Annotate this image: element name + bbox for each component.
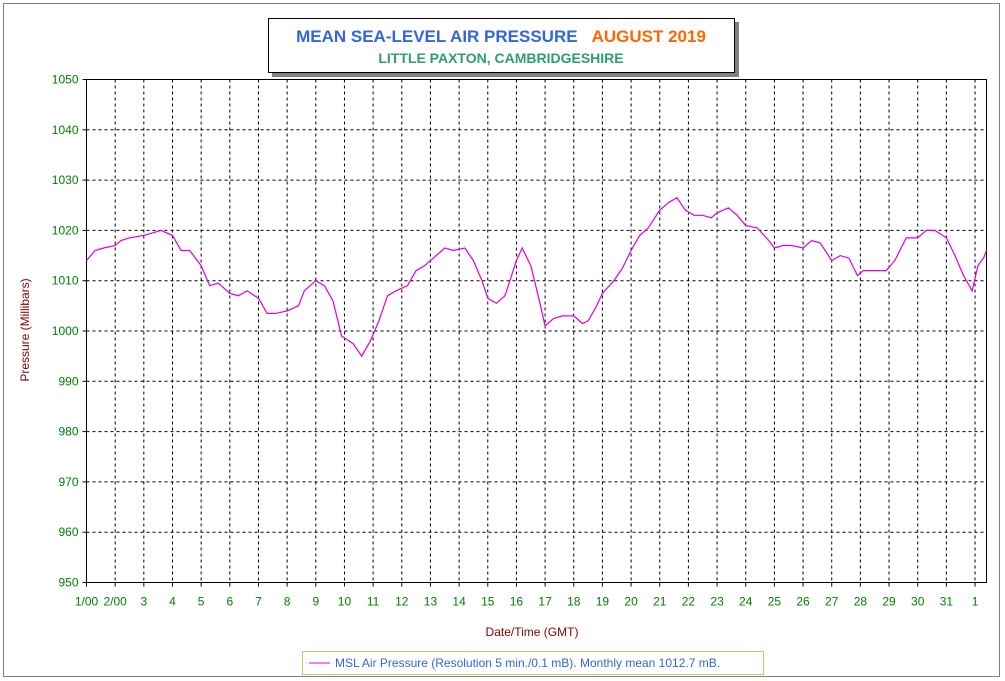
frame [3,3,1000,677]
x-tick-label: 30 [911,595,925,609]
x-tick-label: 3 [140,595,147,609]
y-tick-label: 960 [58,525,78,539]
x-tick-label: 7 [255,595,262,609]
x-tick-label: 8 [284,595,291,609]
x-tick-label: 6 [226,595,233,609]
chart-title: MEAN SEA-LEVEL AIR PRESSURE AUGUST 2019 [296,27,706,46]
x-tick-label: 1/00 [75,595,99,609]
y-tick-label: 1050 [52,73,79,87]
y-tick-label: 1040 [52,123,79,137]
x-tick-label: 27 [825,595,839,609]
y-tick-label: 980 [58,425,78,439]
x-tick-label: 26 [796,595,810,609]
x-tick-label: 20 [624,595,638,609]
x-tick-label: 18 [567,595,581,609]
x-tick-label: 23 [710,595,724,609]
x-tick-label: 25 [768,595,782,609]
x-tick-label: 19 [596,595,610,609]
x-tick-label: 15 [481,595,495,609]
legend [302,651,764,675]
x-axis-label: Date/Time (GMT) [486,625,579,639]
chart-subtitle: LITTLE PAXTON, CAMBRIDGESHIRE [378,50,623,66]
y-tick-label: 1020 [52,223,79,237]
x-tick-label: 12 [395,595,409,609]
y-tick-label: 950 [58,576,78,590]
y-tick-label: 990 [58,374,78,388]
x-tick-label: 11 [367,595,380,609]
x-tick-label: 14 [452,595,466,609]
legend-label: MSL Air Pressure (Resolution 5 min./0.1 … [335,656,720,670]
x-tick-label: 16 [510,595,524,609]
x-tick-label: 17 [538,595,552,609]
y-tick-label: 1010 [52,274,79,288]
x-tick-label: 24 [739,595,753,609]
x-tick-label: 28 [854,595,868,609]
series-line [86,196,988,358]
title-main: MEAN SEA-LEVEL AIR PRESSURE [296,27,578,46]
x-tick-label: 5 [198,595,205,609]
x-tick-label: 10 [338,595,352,609]
y-tick-label: 1030 [52,173,79,187]
x-tick-label: 4 [169,595,176,609]
x-tick-label: 2/00 [103,595,127,609]
x-tick-label: 21 [653,595,667,609]
x-tick-label: 1 [972,595,979,609]
y-tick-label: 1000 [52,324,79,338]
y-axis-label: Pressure (Millibars) [18,278,32,381]
x-tick-label: 9 [312,595,319,609]
title-date: AUGUST 2019 [592,27,706,46]
x-tick-label: 22 [682,595,696,609]
x-tick-label: 29 [882,595,896,609]
x-tick-label: 13 [424,595,438,609]
title-box [268,18,735,73]
y-tick-label: 970 [58,475,78,489]
x-tick-label: 31 [940,595,954,609]
